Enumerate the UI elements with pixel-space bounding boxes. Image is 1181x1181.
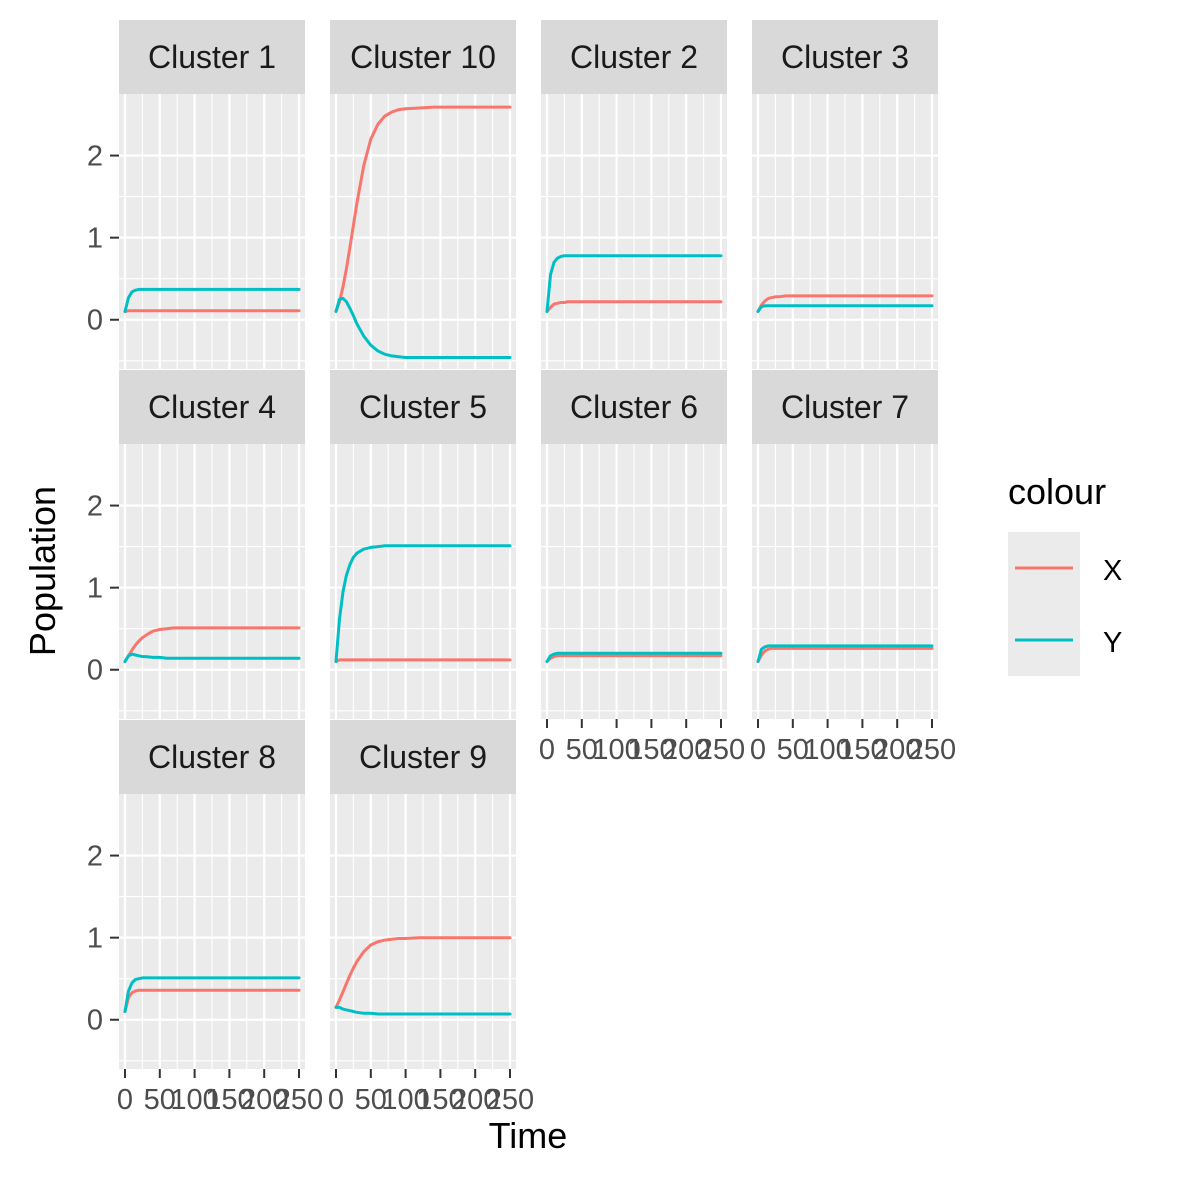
- series-line-x: [756, 646, 934, 663]
- series-line-x: [545, 300, 723, 313]
- strip-bg: [119, 370, 305, 444]
- series-line-y: [123, 287, 301, 313]
- x-axis-title: Time: [489, 1115, 568, 1156]
- y-tick-label: 1: [87, 223, 103, 255]
- legend-label-x: X: [1103, 555, 1122, 587]
- y-tick-label: 0: [87, 655, 103, 687]
- strip-bg: [541, 370, 727, 444]
- x-tick-label: 250: [908, 734, 956, 766]
- series-line-y: [545, 254, 723, 313]
- strip-label: Cluster 9: [359, 739, 487, 775]
- x-tick-label: 250: [697, 734, 745, 766]
- panel-cluster-2: Cluster 2: [541, 20, 727, 369]
- strip-label: Cluster 2: [570, 39, 698, 75]
- panel-cluster-4: Cluster 4 0 1 2: [87, 370, 305, 719]
- x-tick-label: 50: [144, 1084, 176, 1116]
- x-tick-label: 200: [240, 1084, 288, 1116]
- x-tick-label: 150: [627, 734, 675, 766]
- x-tick-label: 150: [416, 1084, 464, 1116]
- x-tick-label: 150: [205, 1084, 253, 1116]
- strip-bg: [330, 20, 516, 94]
- strip-bg: [752, 20, 938, 94]
- series-line-x: [334, 658, 512, 663]
- x-tick-label: 200: [451, 1084, 499, 1116]
- legend-title: colour: [1008, 471, 1106, 512]
- x-tick-label: 200: [662, 734, 710, 766]
- strip-bg: [119, 20, 305, 94]
- x-tick-label: 250: [486, 1084, 534, 1116]
- strip-bg: [541, 20, 727, 94]
- series-line-y: [756, 644, 934, 663]
- strip-label: Cluster 5: [359, 389, 487, 425]
- legend-label-y: Y: [1103, 627, 1122, 659]
- series-line-x: [545, 654, 723, 663]
- series-line-y: [545, 651, 723, 663]
- x-tick-label: 0: [750, 734, 766, 766]
- strip-label: Cluster 7: [781, 389, 909, 425]
- series-line-y: [334, 544, 512, 663]
- x-tick-label: 50: [777, 734, 809, 766]
- strip-label: Cluster 1: [148, 39, 276, 75]
- x-tick-label: 200: [873, 734, 921, 766]
- strip-bg: [330, 370, 516, 444]
- strip-label: Cluster 4: [148, 389, 276, 425]
- strip-bg: [119, 720, 305, 794]
- panel-cluster-3: Cluster 3: [752, 20, 938, 369]
- series-line-x: [123, 988, 301, 1013]
- strip-label: Cluster 8: [148, 739, 276, 775]
- y-tick-label: 0: [87, 305, 103, 337]
- series-line-y: [756, 304, 934, 313]
- x-tick-label: 100: [170, 1084, 218, 1116]
- x-tick-label: 50: [355, 1084, 387, 1116]
- strip-bg: [752, 370, 938, 444]
- series-line-y: [334, 296, 512, 359]
- panel-cluster-1: Cluster 1 0 1 2: [87, 20, 305, 369]
- panel-cluster-10: Cluster 10: [330, 20, 516, 369]
- x-tick-label: 100: [381, 1084, 429, 1116]
- x-tick-label: 100: [803, 734, 851, 766]
- series-line-y: [334, 1005, 512, 1016]
- series-line-x: [334, 105, 512, 313]
- series-line-x: [123, 309, 301, 313]
- strip-bg: [330, 720, 516, 794]
- y-tick-label: 2: [87, 491, 103, 523]
- y-tick-label: 2: [87, 841, 103, 873]
- x-tick-label: 250: [275, 1084, 323, 1116]
- strip-label: Cluster 10: [350, 39, 496, 75]
- x-tick-label: 100: [592, 734, 640, 766]
- strip-label: Cluster 3: [781, 39, 909, 75]
- x-tick-label: 0: [328, 1084, 344, 1116]
- y-axis-title: Population: [22, 486, 63, 656]
- series-line-x: [334, 936, 512, 1009]
- series-line-y: [123, 976, 301, 1013]
- x-tick-label: 150: [838, 734, 886, 766]
- series-line-x: [756, 294, 934, 313]
- panel-cluster-5: Cluster 5: [330, 370, 516, 719]
- x-tick-label: 50: [566, 734, 598, 766]
- y-tick-label: 2: [87, 141, 103, 173]
- series-line-x: [123, 626, 301, 663]
- y-tick-label: 1: [87, 923, 103, 955]
- strip-label: Cluster 6: [570, 389, 698, 425]
- legend: colour X Y: [1008, 471, 1122, 676]
- x-tick-label: 0: [117, 1084, 133, 1116]
- y-tick-label: 0: [87, 1005, 103, 1037]
- x-tick-label: 0: [539, 734, 555, 766]
- y-tick-label: 1: [87, 573, 103, 605]
- series-line-y: [123, 652, 301, 663]
